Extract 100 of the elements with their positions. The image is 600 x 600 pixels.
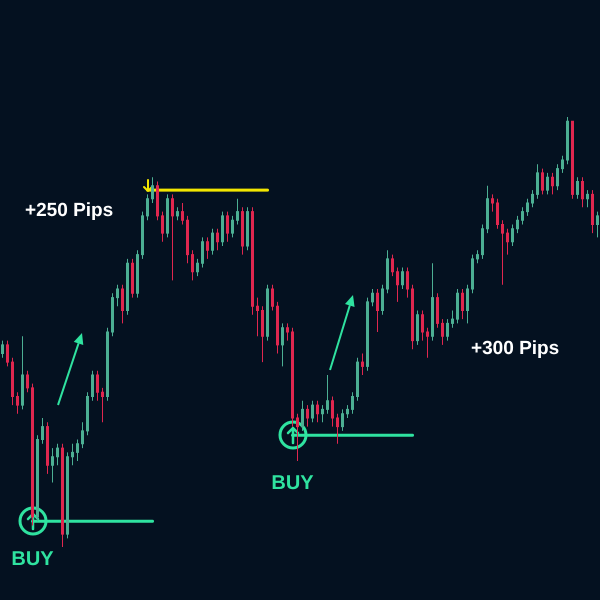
candlestick — [296, 413, 299, 462]
candlestick — [156, 181, 159, 221]
candlestick — [21, 336, 24, 410]
candlestick — [431, 262, 434, 342]
candlestick — [201, 236, 204, 268]
candlestick — [71, 443, 74, 466]
candlestick — [111, 292, 114, 337]
candlestick — [226, 211, 229, 242]
candlestick — [436, 292, 439, 328]
candlestick — [121, 284, 124, 324]
candlestick — [191, 250, 194, 281]
candlestick — [496, 198, 499, 230]
candlestick — [41, 418, 44, 444]
candlestick — [506, 228, 509, 256]
candlestick — [541, 168, 544, 195]
candlestick — [146, 194, 149, 221]
candlestick — [516, 215, 519, 234]
candlestick — [181, 202, 184, 225]
candlestick — [486, 185, 489, 234]
candlestick — [76, 439, 79, 462]
candlestick — [301, 400, 304, 432]
candlestick — [316, 400, 319, 423]
candlestick — [306, 404, 309, 428]
candlestick — [396, 267, 399, 302]
candlestick — [366, 297, 369, 372]
candlestick — [446, 318, 449, 342]
candlestick — [286, 322, 289, 342]
candlestick — [566, 116, 569, 165]
candlestick — [586, 190, 589, 208]
candlestick — [511, 224, 514, 246]
candlestick — [196, 258, 199, 277]
candlestick — [231, 215, 234, 238]
candlestick — [6, 340, 9, 367]
candlestick — [321, 404, 324, 423]
candlestick — [91, 370, 94, 402]
candlestick — [96, 370, 99, 402]
candlestick — [426, 327, 429, 358]
candlestick — [466, 284, 469, 324]
candlestick — [346, 404, 349, 418]
candlestick — [361, 353, 364, 376]
candlestick — [386, 250, 389, 294]
candlestick — [411, 284, 414, 350]
candlestick — [331, 396, 334, 428]
candlestick — [276, 301, 279, 354]
candlestick — [246, 206, 249, 251]
candlestick — [26, 370, 29, 393]
candlestick — [451, 310, 454, 328]
candlestick — [216, 228, 219, 251]
candlestick — [271, 284, 274, 311]
candlestick — [526, 198, 529, 216]
candlestick — [81, 422, 84, 449]
candlestick — [421, 310, 424, 342]
candlestick — [261, 306, 264, 363]
candlestick — [256, 297, 259, 337]
candlestick — [311, 400, 314, 423]
candlestick — [131, 258, 134, 298]
candlestick — [281, 322, 284, 367]
candlestick — [401, 267, 404, 290]
candlestick — [151, 176, 154, 204]
candlestick — [11, 357, 14, 406]
candlestick — [356, 357, 359, 402]
candlestick — [521, 206, 524, 225]
annotation: +300 Pips — [471, 338, 560, 359]
candlestick — [221, 211, 224, 246]
candlestick — [341, 408, 344, 432]
annotation: +250 Pips — [25, 200, 114, 221]
candlestick — [376, 288, 379, 332]
series-label: BUY — [271, 472, 314, 494]
candlestick — [211, 228, 214, 256]
candlestick — [16, 392, 19, 414]
candlestick — [391, 254, 394, 277]
candlestick — [86, 392, 89, 436]
candlestick — [101, 387, 104, 423]
candlestick — [591, 190, 594, 234]
candlestick — [371, 288, 374, 307]
candlestick — [581, 176, 584, 208]
candlestick — [116, 284, 119, 307]
candlestick — [56, 443, 59, 466]
candlestick — [351, 392, 354, 414]
candlestick — [176, 206, 179, 221]
candlestick — [186, 215, 189, 264]
candlestick — [501, 220, 504, 286]
candlestick — [171, 194, 174, 281]
candlestick — [161, 211, 164, 242]
candlestick — [236, 198, 239, 225]
candlestick — [241, 206, 244, 256]
candlestick — [476, 250, 479, 264]
candlestick — [206, 236, 209, 260]
candlestick — [456, 288, 459, 324]
candlestick — [571, 120, 574, 200]
candlestick — [536, 164, 539, 200]
candlestick — [531, 190, 534, 208]
candlestick — [166, 194, 169, 238]
candlestick — [551, 172, 554, 195]
candlestick — [416, 310, 419, 346]
candlestick — [36, 434, 39, 522]
candlestick — [251, 206, 254, 316]
candlestick — [596, 211, 599, 238]
candlestick — [66, 452, 69, 539]
candlestick — [491, 194, 494, 212]
